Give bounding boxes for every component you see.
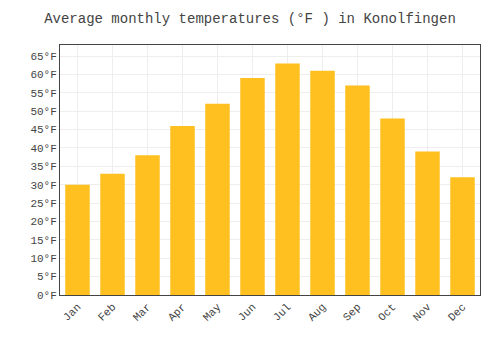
svg-text:25°F: 25°F: [30, 198, 56, 210]
svg-text:10°F: 10°F: [30, 253, 56, 265]
svg-text:Apr: Apr: [166, 301, 188, 323]
svg-text:45°F: 45°F: [30, 124, 56, 136]
svg-text:40°F: 40°F: [30, 143, 56, 155]
svg-text:5°F: 5°F: [37, 271, 57, 283]
svg-text:Dec: Dec: [446, 301, 468, 323]
svg-text:Aug: Aug: [306, 301, 328, 323]
svg-text:35°F: 35°F: [30, 161, 56, 173]
svg-text:65°F: 65°F: [30, 51, 56, 63]
svg-text:May: May: [201, 301, 224, 324]
svg-text:Oct: Oct: [376, 301, 398, 323]
svg-text:50°F: 50°F: [30, 106, 56, 118]
svg-text:Mar: Mar: [131, 301, 153, 323]
svg-text:20°F: 20°F: [30, 216, 56, 228]
svg-text:Feb: Feb: [96, 301, 118, 323]
svg-text:Sep: Sep: [341, 301, 363, 323]
svg-text:60°F: 60°F: [30, 69, 56, 81]
svg-text:Nov: Nov: [411, 301, 434, 324]
svg-text:Average monthly temperatures (: Average monthly temperatures (°F ) in Ko…: [44, 11, 456, 27]
svg-text:30°F: 30°F: [30, 180, 56, 192]
svg-text:15°F: 15°F: [30, 235, 56, 247]
svg-text:Jan: Jan: [61, 301, 83, 323]
svg-text:0°F: 0°F: [37, 290, 57, 302]
svg-text:55°F: 55°F: [30, 88, 56, 100]
svg-text:Jun: Jun: [236, 301, 258, 323]
svg-text:Jul: Jul: [271, 301, 293, 323]
